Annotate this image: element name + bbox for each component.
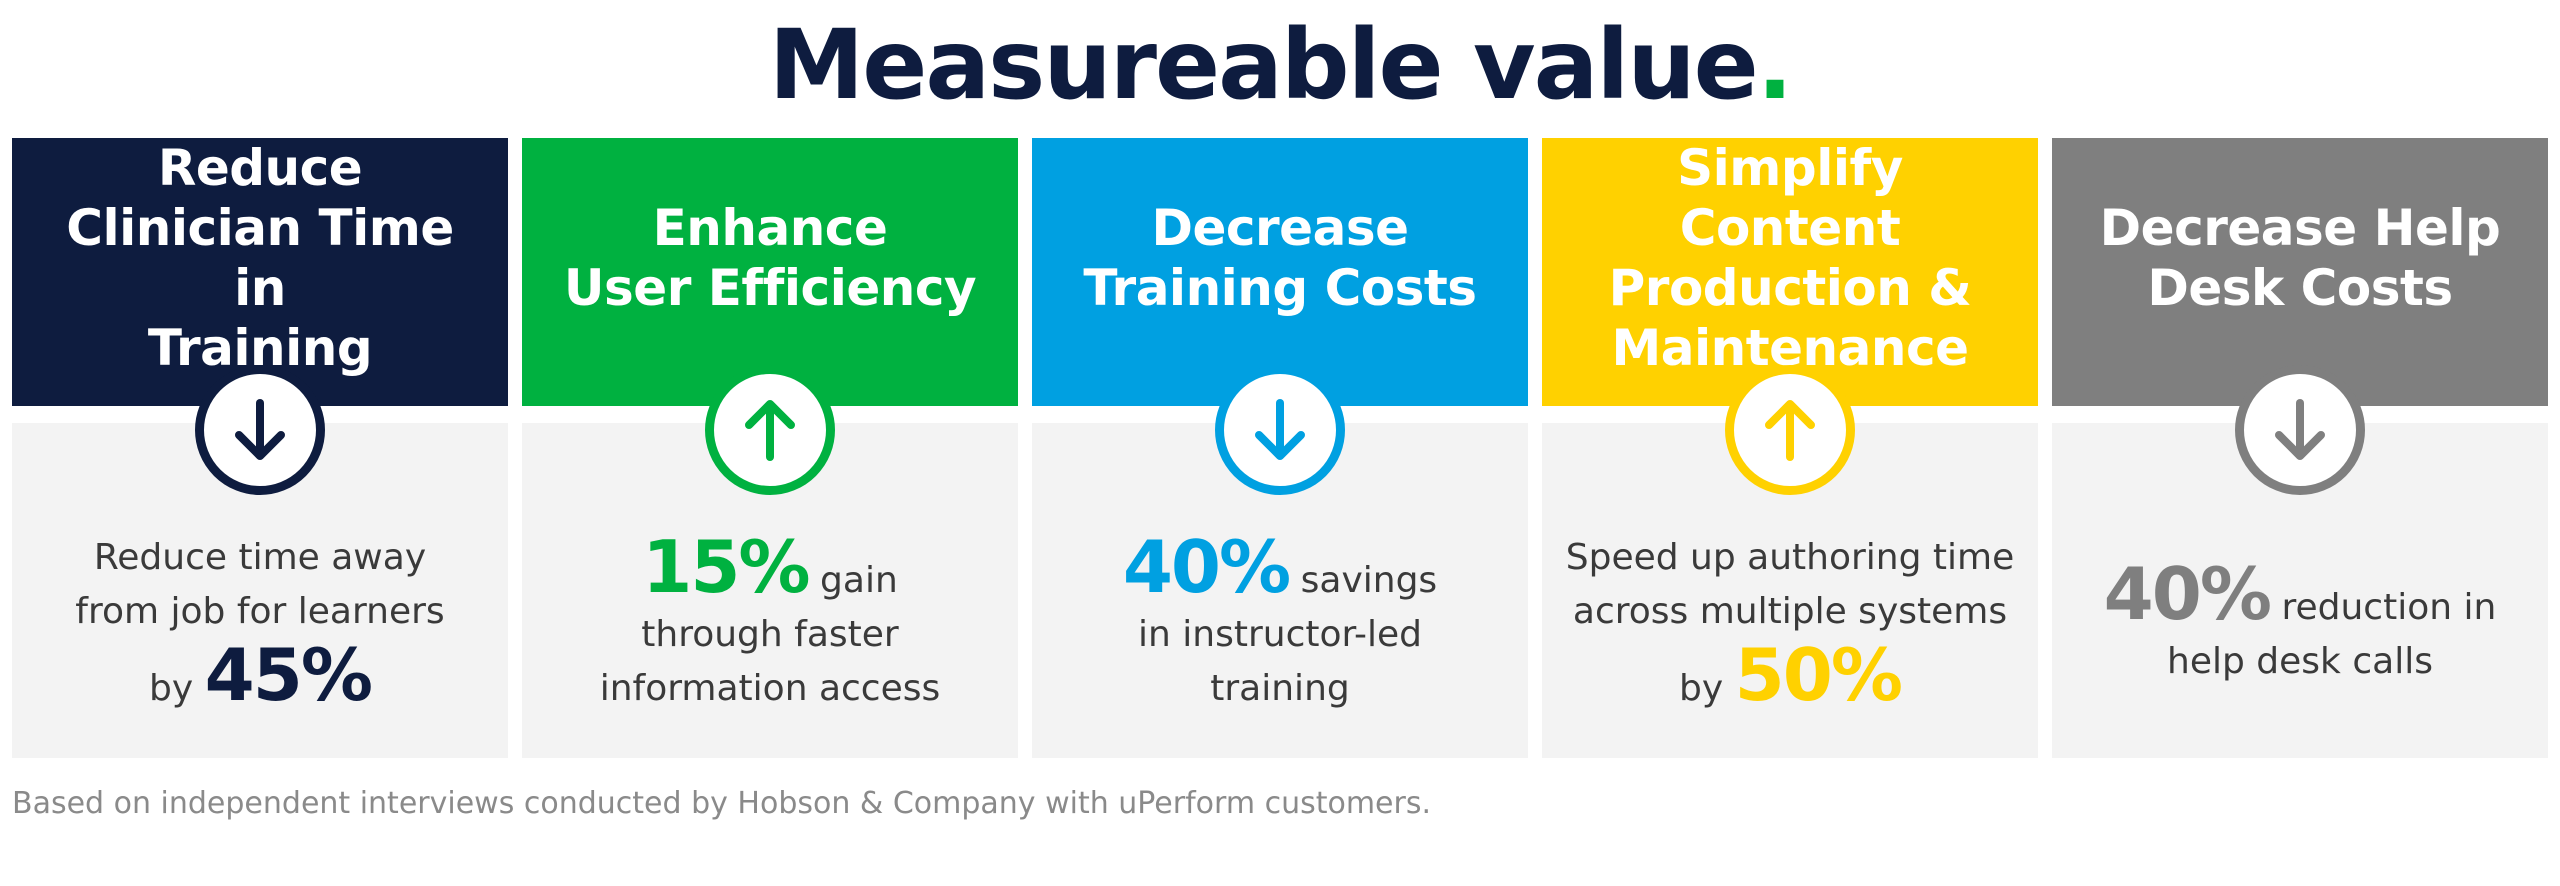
page-title: Measureable value. bbox=[0, 10, 2560, 120]
card-header-title: Reduce Clinician Time in Training bbox=[32, 138, 488, 378]
card-description: Speed up authoring time across multiple … bbox=[1562, 498, 2018, 748]
description-line: training bbox=[1210, 667, 1350, 709]
card-description: Reduce time away from job for learners b… bbox=[32, 498, 488, 748]
stat-value: 40% bbox=[1122, 524, 1291, 609]
stat-value: 15% bbox=[642, 524, 810, 609]
header-line: Clinician Time in bbox=[66, 199, 454, 317]
description-line: help desk calls bbox=[2167, 640, 2433, 682]
description-line: information access bbox=[599, 667, 941, 709]
stat-suffix: reduction in bbox=[2281, 586, 2497, 628]
header-line: Simplify Content bbox=[1677, 139, 1903, 257]
header-line: Desk Costs bbox=[2147, 259, 2453, 317]
stat-value: 50% bbox=[1734, 632, 1903, 717]
description-line: across multiple systems bbox=[1572, 590, 2008, 632]
card-description: 40% savings in instructor-led training bbox=[1052, 498, 1508, 748]
stat-suffix: gain bbox=[820, 559, 898, 601]
stat-prefix: by bbox=[1679, 667, 1724, 709]
title-dot: . bbox=[1756, 9, 1793, 121]
header-line: Production & bbox=[1608, 259, 1972, 317]
card-header-title: Decrease Help Desk Costs bbox=[2100, 198, 2501, 318]
arrow-up-icon bbox=[705, 365, 835, 495]
value-card-decrease-training-costs: Decrease Training Costs 40% savings in i… bbox=[1032, 138, 1528, 758]
arrow-down-icon bbox=[2235, 365, 2365, 495]
value-card-decrease-help-desk-costs: Decrease Help Desk Costs 40% reduction i… bbox=[2052, 138, 2548, 758]
card-header-title: Enhance User Efficiency bbox=[563, 198, 977, 318]
stat-suffix: savings bbox=[1300, 559, 1438, 601]
arrow-up-icon bbox=[1725, 365, 1855, 495]
card-header: Decrease Training Costs bbox=[1032, 138, 1528, 406]
description-line: through faster bbox=[641, 613, 899, 655]
header-line: Reduce bbox=[157, 139, 363, 197]
header-line: Decrease Help bbox=[2099, 199, 2501, 257]
card-header-title: Simplify Content Production & Maintenanc… bbox=[1562, 138, 2018, 378]
arrow-down-icon bbox=[1215, 365, 1345, 495]
arrow-down-icon bbox=[195, 365, 325, 495]
card-header: Simplify Content Production & Maintenanc… bbox=[1542, 138, 2038, 406]
title-text: Measureable value bbox=[768, 9, 1759, 121]
description-line: Speed up authoring time bbox=[1565, 536, 2015, 578]
value-card-enhance-user-efficiency: Enhance User Efficiency 15% gain through… bbox=[522, 138, 1018, 758]
card-header: Decrease Help Desk Costs bbox=[2052, 138, 2548, 406]
header-line: Decrease bbox=[1151, 199, 1409, 257]
description-line: Reduce time away bbox=[93, 536, 427, 578]
card-description: 40% reduction in help desk calls bbox=[2072, 498, 2528, 748]
footnote: Based on independent interviews conducte… bbox=[12, 786, 1432, 821]
header-line: Training Costs bbox=[1083, 259, 1477, 317]
card-header-title: Decrease Training Costs bbox=[1083, 198, 1477, 318]
header-line: Enhance bbox=[652, 199, 888, 257]
header-line: User Efficiency bbox=[563, 259, 977, 317]
stat-value: 45% bbox=[204, 632, 373, 717]
description-line: from job for learners bbox=[75, 590, 445, 632]
description-line: in instructor-led bbox=[1138, 613, 1422, 655]
card-description: 15% gain through faster information acce… bbox=[542, 498, 998, 748]
value-card-simplify-content-production: Simplify Content Production & Maintenanc… bbox=[1542, 138, 2038, 758]
value-card-reduce-clinician-time: Reduce Clinician Time in Training Reduce… bbox=[12, 138, 508, 758]
stat-prefix: by bbox=[149, 667, 194, 709]
stat-value: 40% bbox=[2103, 551, 2272, 636]
card-header: Enhance User Efficiency bbox=[522, 138, 1018, 406]
